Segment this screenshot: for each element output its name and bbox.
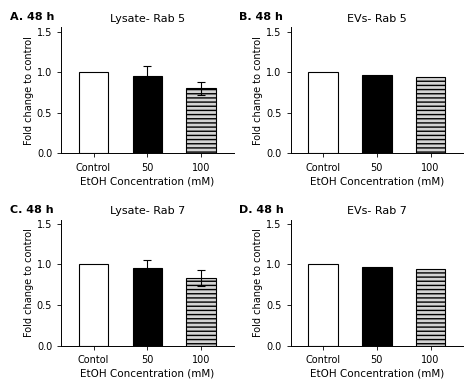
X-axis label: EtOH Concentration (mM): EtOH Concentration (mM): [80, 177, 215, 187]
Title: EVs- Rab 7: EVs- Rab 7: [347, 206, 407, 216]
X-axis label: EtOH Concentration (mM): EtOH Concentration (mM): [310, 369, 444, 379]
Title: EVs- Rab 5: EVs- Rab 5: [347, 14, 407, 24]
Bar: [362, 267, 392, 346]
Y-axis label: Fold change to control: Fold change to control: [24, 36, 34, 145]
Text: C. 48 h: C. 48 h: [9, 205, 53, 214]
Bar: [133, 268, 162, 346]
Y-axis label: Fold change to control: Fold change to control: [254, 228, 264, 337]
X-axis label: EtOH Concentration (mM): EtOH Concentration (mM): [310, 177, 444, 187]
Text: A. 48 h: A. 48 h: [9, 12, 54, 22]
Title: Lysate- Rab 5: Lysate- Rab 5: [110, 14, 185, 24]
Title: Lysate- Rab 7: Lysate- Rab 7: [110, 206, 185, 216]
Bar: [133, 76, 162, 154]
Bar: [186, 278, 216, 346]
Text: B. 48 h: B. 48 h: [239, 12, 283, 22]
Bar: [308, 72, 337, 154]
X-axis label: EtOH Concentration (mM): EtOH Concentration (mM): [80, 369, 215, 379]
Bar: [308, 264, 337, 346]
Bar: [79, 72, 109, 154]
Bar: [362, 75, 392, 154]
Bar: [416, 269, 446, 346]
Text: D. 48 h: D. 48 h: [239, 205, 283, 214]
Bar: [79, 264, 109, 346]
Bar: [186, 89, 216, 154]
Bar: [416, 77, 446, 154]
Y-axis label: Fold change to control: Fold change to control: [24, 228, 34, 337]
Y-axis label: Fold change to control: Fold change to control: [254, 36, 264, 145]
